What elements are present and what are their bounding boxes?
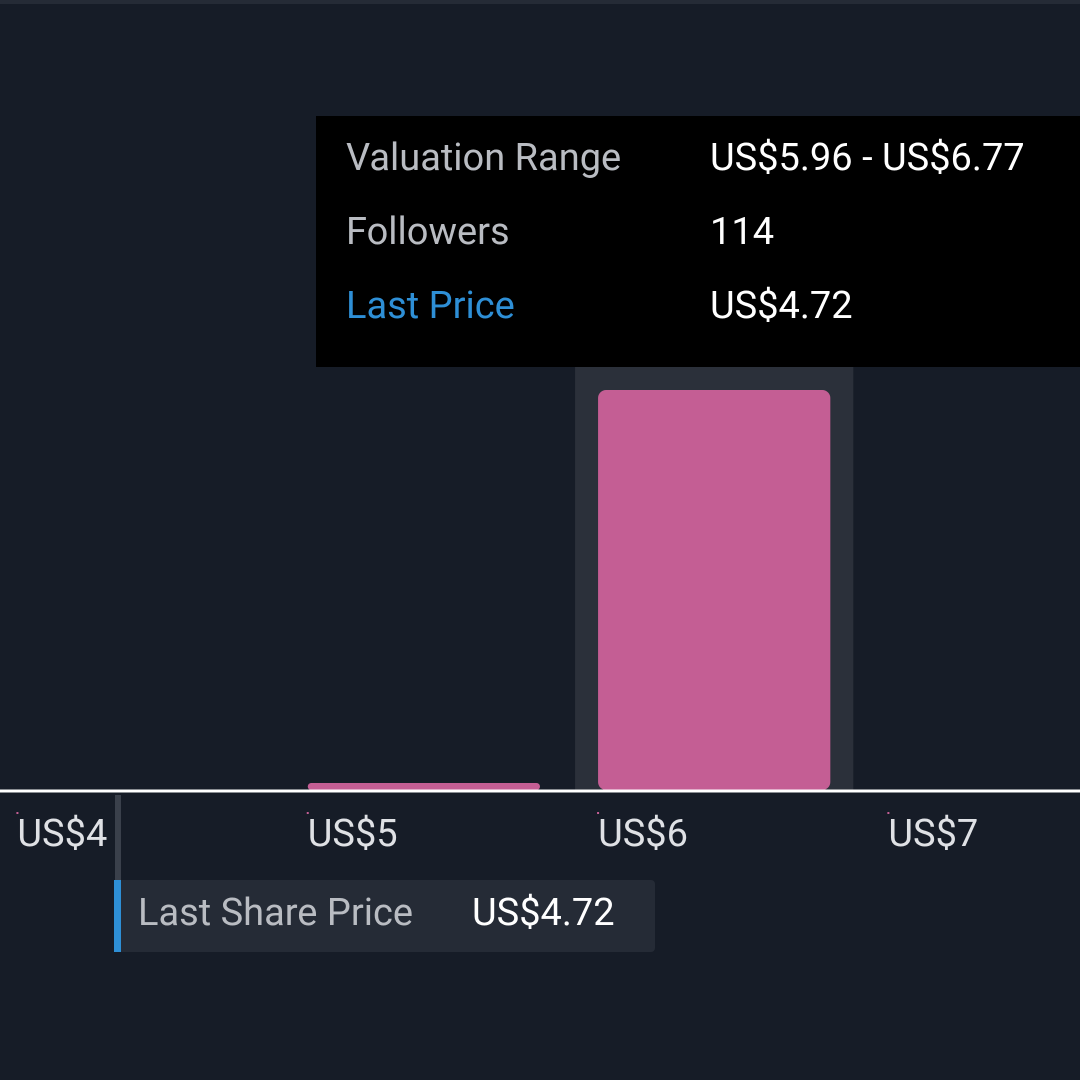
marker-badge [118,880,655,952]
tooltip: Valuation Range US$5.96 - US$6.77 Follow… [316,116,1080,367]
tooltip-value: 114 [710,210,774,254]
marker-value: US$4.72 [472,891,615,935]
top-border [0,0,1080,4]
bar [598,390,831,790]
x-tick-label: US$5 [308,812,398,856]
tooltip-value: US$5.96 - US$6.77 [710,136,1025,180]
x-tick-label: US$7 [888,812,978,856]
last-price-marker: Last Share Price US$4.72 [114,795,655,952]
tooltip-label: Valuation Range [346,136,621,180]
tooltip-box [316,116,1080,367]
x-tick-label: US$6 [598,812,688,856]
tooltip-label: Last Price [346,284,515,328]
marker-accent [114,880,121,952]
tooltip-value: US$4.72 [710,284,853,328]
marker-label: Last Share Price [138,891,413,935]
plot-area [307,366,854,790]
x-axis: US$4 US$5 US$6 US$7 [16,812,978,856]
x-tick-label: US$4 [17,812,107,856]
tooltip-label: Followers [346,210,510,254]
bar [307,782,540,790]
